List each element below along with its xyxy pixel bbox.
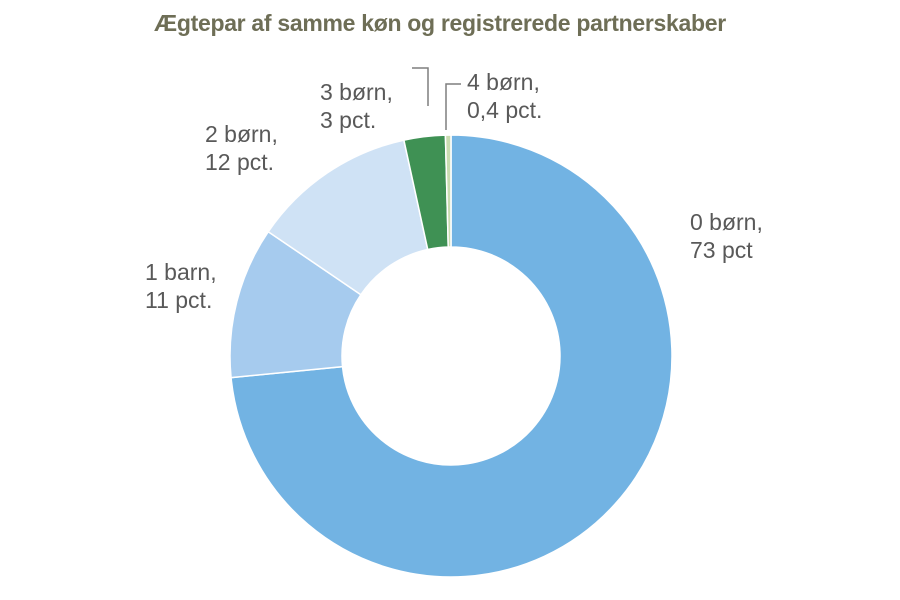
data-label-4: 4 børn, 0,4 pct.	[467, 69, 542, 123]
leader-line-4	[445, 83, 461, 130]
data-label-3: 3 børn, 3 pct.	[320, 79, 393, 133]
data-label-2: 2 børn, 12 pct.	[205, 121, 278, 175]
data-label-1: 1 barn, 11 pct.	[145, 259, 217, 313]
donut-slice-4	[444, 134, 452, 248]
chart-title: Ægtepar af samme køn og registrerede par…	[154, 10, 726, 36]
leader-line-3	[412, 67, 429, 106]
data-label-0: 0 børn, 73 pct	[690, 209, 763, 263]
donut-slice-0	[230, 134, 673, 578]
